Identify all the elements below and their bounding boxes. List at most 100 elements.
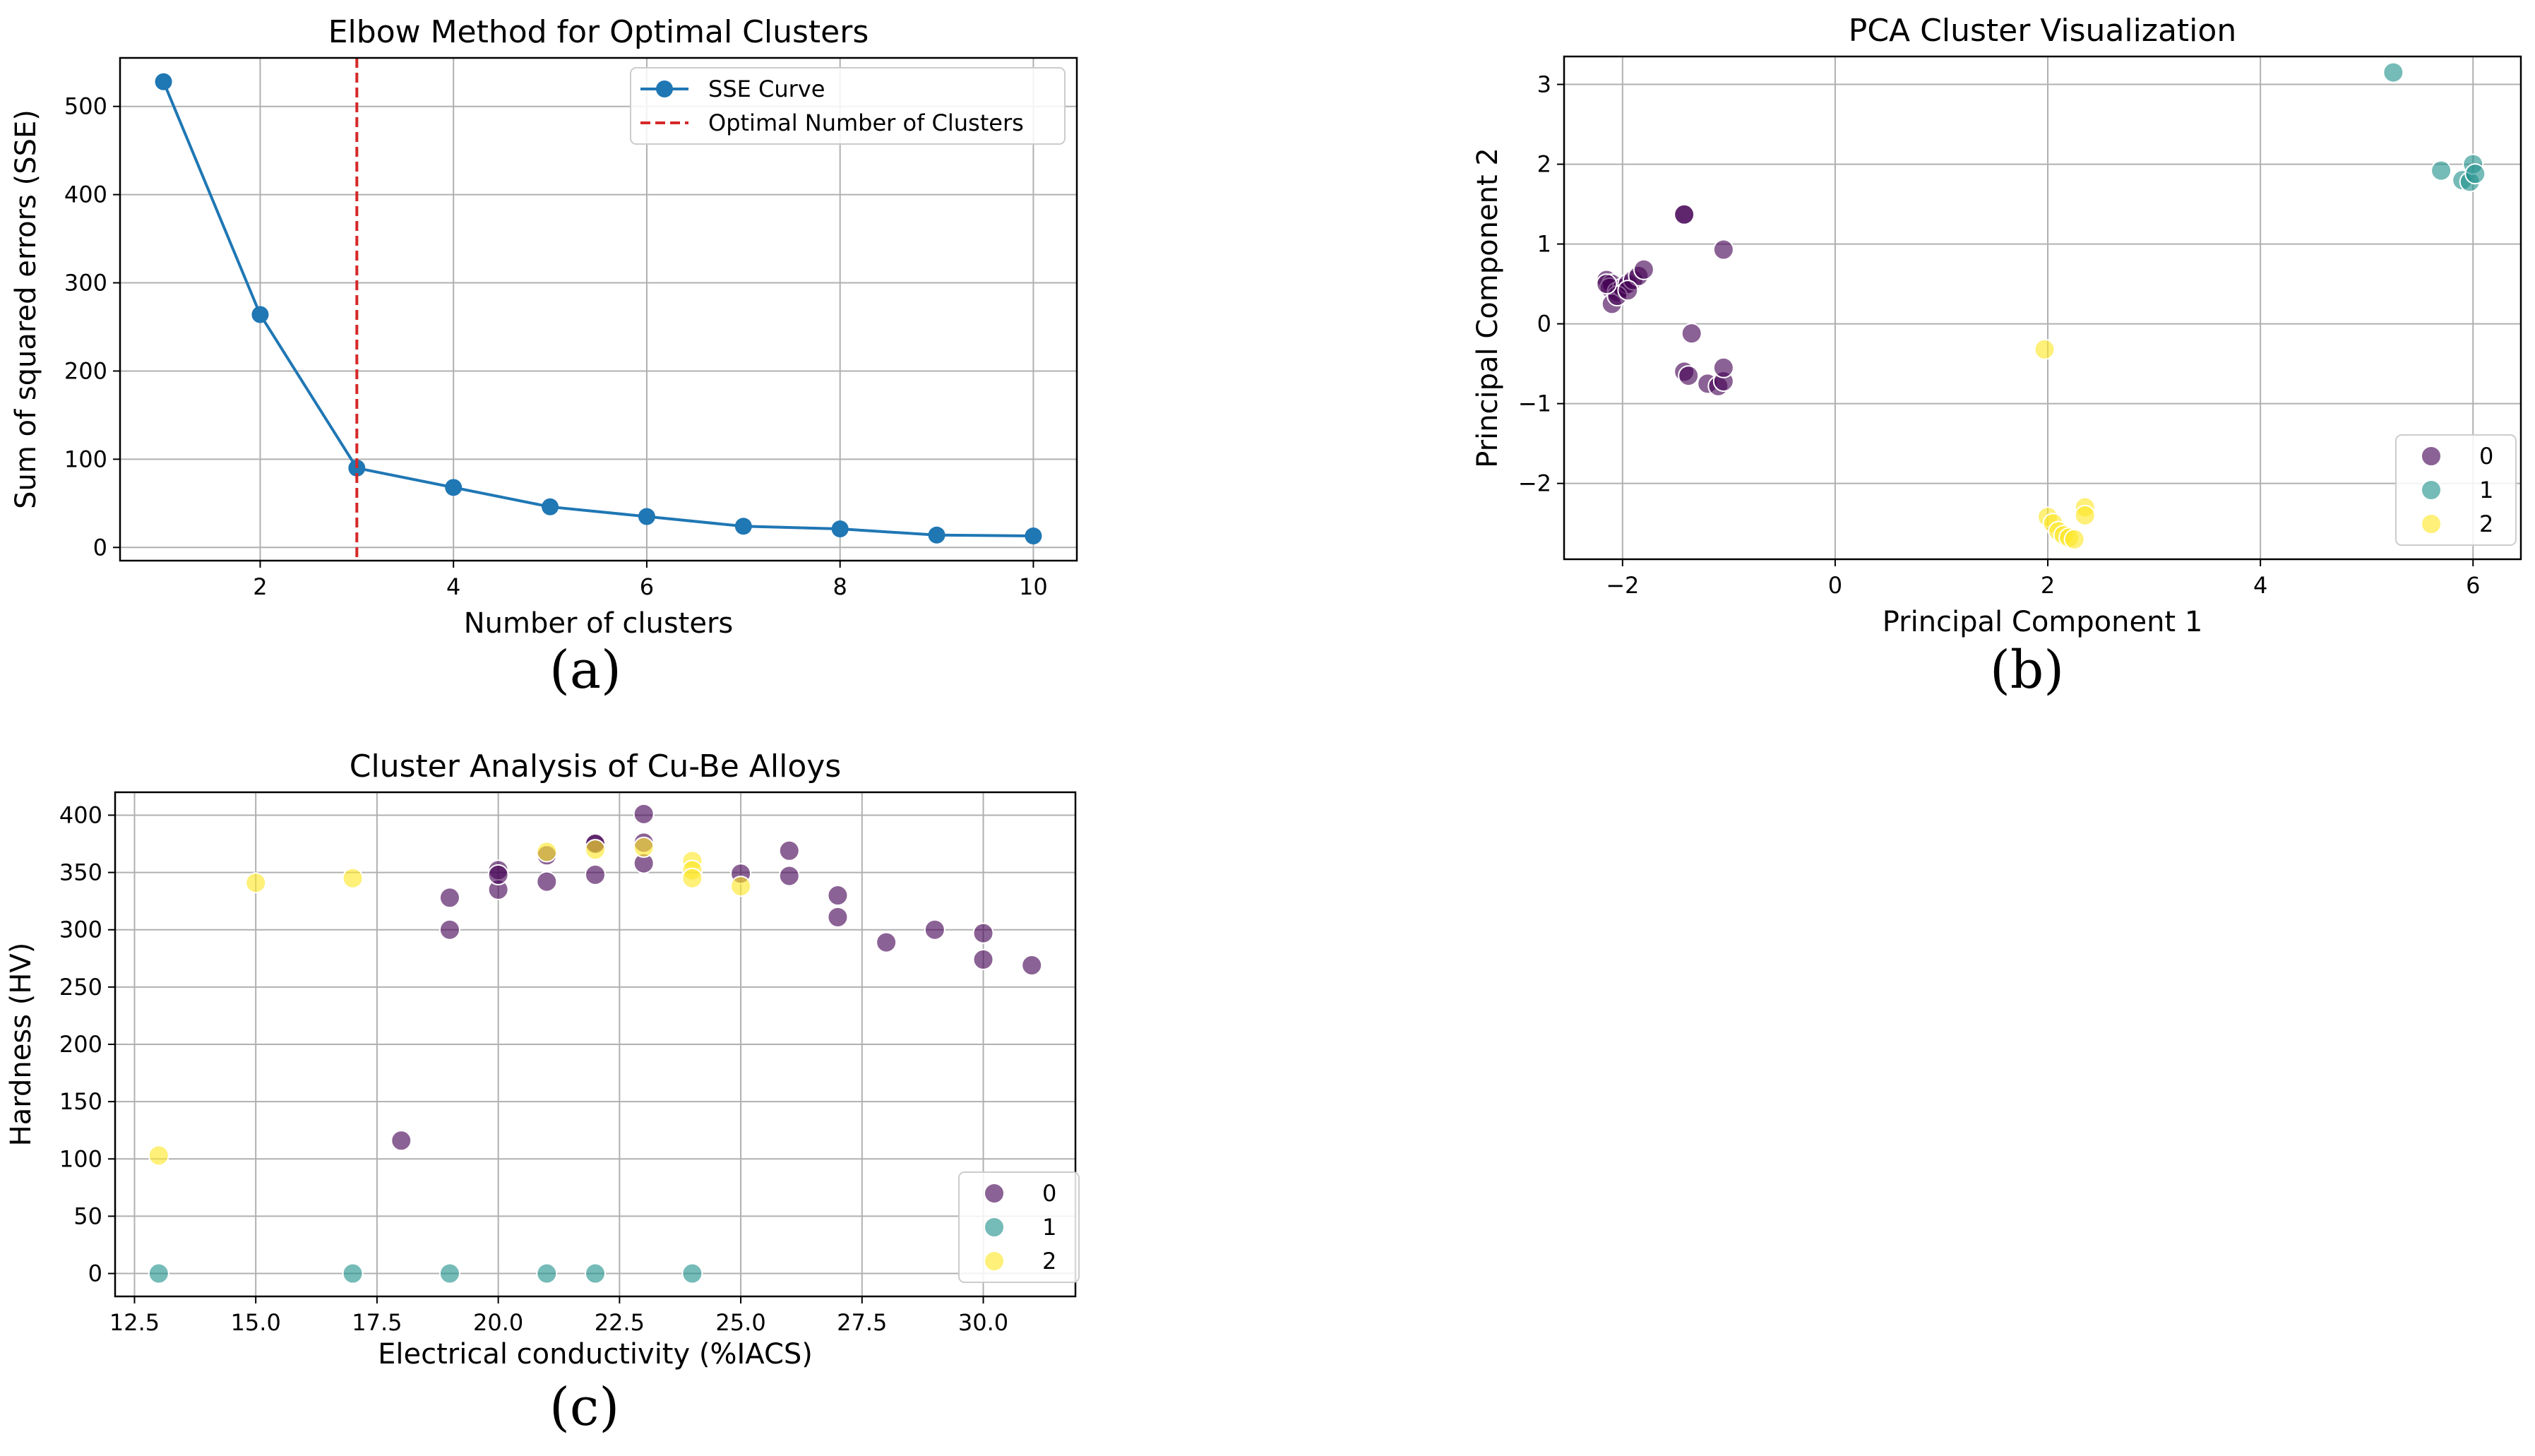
legend-box	[630, 67, 1066, 145]
x-tick-label: 25.0	[715, 1309, 765, 1336]
cluster-0-point	[827, 885, 849, 907]
x-tick-label: 0	[1828, 572, 1842, 599]
x-axis-label: Number of clusters	[464, 607, 734, 640]
sse-point	[251, 306, 269, 323]
cluster-1-point	[585, 1263, 606, 1284]
cluster-0-point	[972, 948, 994, 970]
cluster-0-point	[1678, 365, 1700, 387]
chart-title: PCA Cluster Visualization	[1849, 13, 2236, 49]
cluster-1-point	[342, 1263, 364, 1284]
x-axis-label: Principal Component 1	[1883, 606, 2203, 638]
sse-point	[1025, 527, 1042, 545]
cluster-2-points	[2034, 338, 2096, 550]
cluster-0-point	[1021, 955, 1043, 977]
x-tick-label: 27.5	[837, 1309, 887, 1336]
panel-label-a: (a)	[549, 640, 621, 700]
y-tick-label: 100	[59, 1145, 102, 1172]
y-tick-label: 0	[93, 534, 107, 561]
y-tick-label: 400	[64, 181, 107, 208]
y-tick-label: 350	[59, 859, 102, 886]
cluster-0-point	[1617, 280, 1639, 302]
legend: SSE Curve Optimal Number of Clusters	[630, 67, 1066, 145]
legend-cluster-2-label: 2	[2479, 511, 2493, 537]
legend: 0 1 2	[2395, 434, 2517, 546]
chart-title: Cluster Analysis of Cu-Be Alloys	[350, 748, 841, 784]
x-tick-label: 4	[2253, 572, 2267, 599]
cluster-0-point	[876, 931, 897, 953]
cluster-2-point	[536, 841, 558, 863]
panel-label-b: (b)	[1990, 640, 2065, 700]
cluster-0-point	[827, 906, 849, 928]
sse-point	[542, 498, 559, 515]
x-tick-label: 12.5	[109, 1309, 160, 1336]
plot-frame	[119, 56, 1078, 562]
cluster-2-point	[2034, 338, 2056, 360]
sse-point	[638, 508, 655, 525]
ticks: −2 0 2 4 6 −2 −1 0 1 2 3	[1518, 71, 2481, 599]
cluster-2-point	[585, 839, 606, 861]
sse-point	[734, 518, 752, 535]
legend-cluster-0-label: 0	[1042, 1180, 1056, 1207]
sse-curve-line	[162, 80, 1034, 538]
legend-cluster-1-marker	[984, 1217, 1005, 1238]
cluster-1-point	[2382, 61, 2404, 83]
legend-cluster-2-marker	[984, 1251, 1005, 1272]
y-tick-label: 200	[59, 1031, 102, 1058]
cluster-0-point	[487, 864, 509, 885]
x-tick-label: 20.0	[473, 1309, 523, 1336]
cluster-1-point	[148, 1263, 169, 1284]
legend-cluster-1-marker	[2421, 479, 2442, 501]
x-tick-label: 2	[253, 573, 267, 600]
y-tick-label: 300	[64, 270, 107, 297]
cluster-0-point	[1681, 323, 1702, 345]
cluster-2-point	[730, 876, 752, 897]
chart-title: Elbow Method for Optimal Clusters	[328, 14, 869, 50]
cluster-0-point	[778, 840, 800, 861]
x-tick-label: 10	[1019, 573, 1048, 600]
y-tick-label: −1	[1518, 390, 1551, 417]
x-tick-label: 8	[833, 573, 847, 600]
sse-point	[155, 73, 172, 90]
cluster-1-point	[439, 1263, 460, 1284]
x-tick-label: 2	[2041, 572, 2055, 599]
y-tick-label: −2	[1518, 470, 1551, 497]
legend-cluster-0-marker	[984, 1183, 1005, 1204]
y-axis-label: Principal Component 2	[1472, 148, 1504, 468]
legend-cluster-2-label: 2	[1042, 1248, 1056, 1275]
legend-sse-label: SSE Curve	[708, 76, 825, 102]
cluster-0-point	[778, 865, 800, 887]
legend: 0 1 2	[958, 1171, 1080, 1283]
y-tick-label: 500	[64, 93, 107, 120]
grid	[115, 792, 1075, 1296]
x-tick-label: 22.5	[595, 1309, 645, 1336]
cluster-0-point	[972, 922, 994, 944]
sse-point	[445, 479, 463, 496]
x-tick-label: 17.5	[352, 1309, 402, 1336]
y-tick-label: 250	[59, 974, 102, 1001]
cluster-1-point	[681, 1263, 703, 1284]
cluster-2-point	[342, 867, 364, 889]
cluster-0-points	[1596, 203, 1734, 397]
cluster-0-point	[585, 864, 606, 885]
cluster-0-point	[633, 803, 655, 825]
x-tick-label: 15.0	[231, 1309, 281, 1336]
legend-box	[958, 1171, 1080, 1283]
legend-cluster-1-label: 1	[1042, 1214, 1056, 1241]
y-tick-label: 150	[59, 1088, 102, 1115]
y-tick-label: 200	[64, 357, 107, 384]
cluster-2-point	[681, 867, 703, 889]
y-axis-label: Sum of squared errors (SSE)	[10, 109, 42, 509]
y-tick-label: 3	[1537, 71, 1551, 98]
grid	[1564, 56, 2521, 559]
cluster-2-point	[2063, 528, 2085, 550]
cluster-2-points	[148, 836, 752, 1166]
y-tick-label: 100	[64, 446, 107, 472]
y-tick-label: 0	[1537, 311, 1551, 338]
cluster-0-points	[390, 803, 1043, 1152]
cluster-2-point	[633, 836, 655, 858]
legend-sse-marker	[656, 80, 673, 97]
x-tick-label: 6	[2466, 572, 2480, 599]
plot-frame	[114, 791, 1077, 1298]
